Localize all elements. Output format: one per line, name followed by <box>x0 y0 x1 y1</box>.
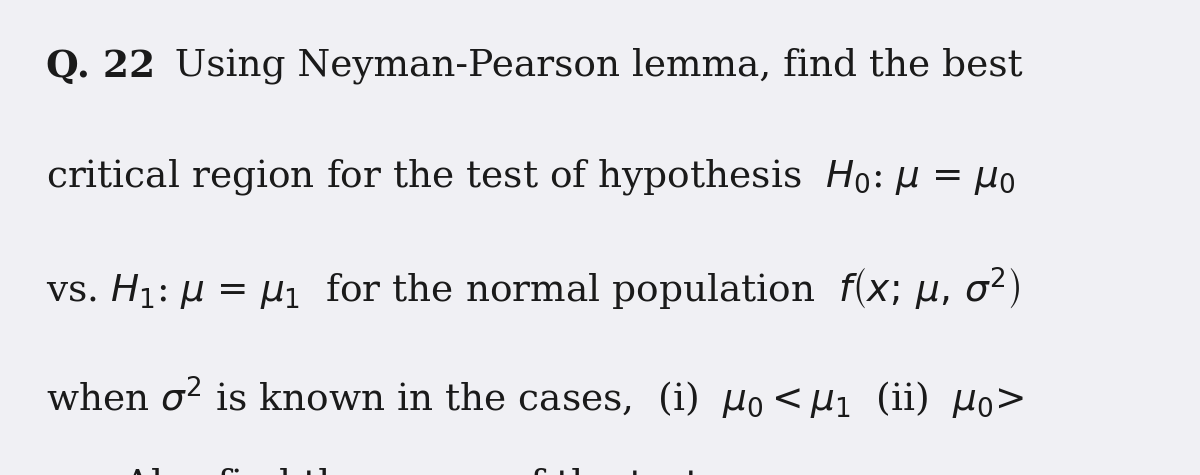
Text: critical region for the test of hypothesis  $H_0$: $\mu$ = $\mu_0$: critical region for the test of hypothes… <box>46 157 1015 197</box>
Text: Using Neyman-Pearson lemma, find the best: Using Neyman-Pearson lemma, find the bes… <box>151 48 1022 84</box>
Text: vs. $H_1$: $\mu$ = $\mu_1$  for the normal population  $f\left(x;\, \mu,\, \sigm: vs. $H_1$: $\mu$ = $\mu_1$ for the norma… <box>46 266 1020 313</box>
Text: Q. 22: Q. 22 <box>46 48 155 85</box>
Text: $\mu_1$.  Also find the power of the test.: $\mu_1$. Also find the power of the test… <box>46 466 710 475</box>
Text: when $\sigma^2$ is known in the cases,  (i)  $\mu_0 < \mu_1$  (ii)  $\mu_0$>: when $\sigma^2$ is known in the cases, (… <box>46 375 1024 422</box>
